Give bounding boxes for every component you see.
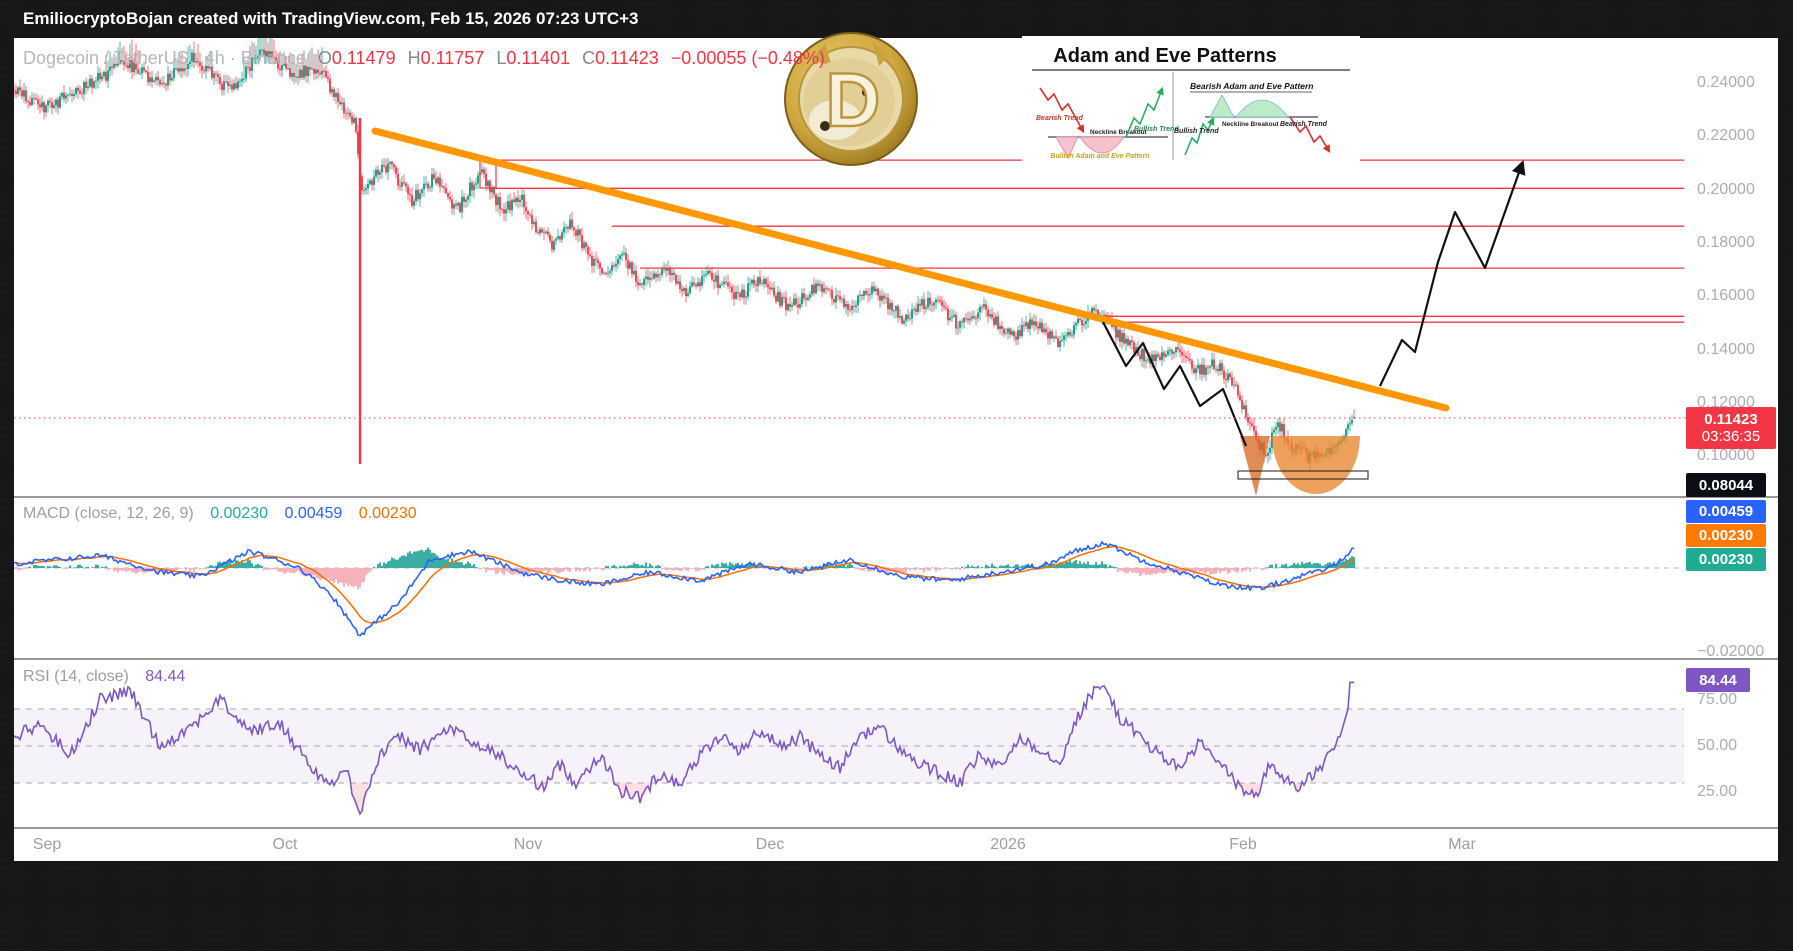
low-label: L	[496, 48, 507, 68]
price-scale-label: 0.18000	[1697, 234, 1755, 251]
macd-title[interactable]: MACD (close, 12, 26, 9)	[23, 505, 194, 522]
inset-bullish-trend-line-2	[1184, 116, 1215, 156]
inset-adam-top	[1209, 94, 1235, 118]
chart-drawings[interactable]	[14, 127, 1686, 496]
main-plot[interactable]	[14, 38, 1778, 861]
rsi-band	[14, 708, 1684, 784]
eve-bottom-highlight	[1272, 436, 1360, 494]
price-scale-label: 0.12000	[1697, 394, 1755, 411]
macd-hist-label: 0.00230	[1686, 548, 1766, 571]
doge-eye	[862, 87, 872, 97]
time-axis-label: Mar	[1448, 836, 1476, 853]
rsi-series	[14, 681, 1354, 816]
time-axis-label: Oct	[272, 836, 298, 853]
rsi-value-label: 84.44	[1686, 668, 1750, 692]
change-value: −0.00055 (−0.48%)	[670, 48, 825, 68]
doge-letter: D	[826, 58, 881, 143]
candlestick-series	[14, 38, 1355, 471]
projected-rally-arrow	[1379, 159, 1526, 387]
price-scale-label: 0.22000	[1697, 127, 1755, 144]
time-axis-label: Dec	[755, 836, 785, 853]
macd-signal-label: 0.00230	[1686, 524, 1766, 547]
rsi-title[interactable]: RSI (14, close)	[23, 668, 129, 685]
inset-adam-bottom	[1055, 136, 1079, 159]
inset-bearish-trend-line	[1039, 87, 1085, 134]
doge-ear-left	[811, 44, 832, 66]
low-price-label: 0.08044	[1686, 473, 1766, 497]
footer-bar: TradingView	[0, 861, 1793, 951]
symbol-title[interactable]: Dogecoin / TetherUS · 4h · Binance	[23, 48, 306, 68]
macd-signal-value: 0.00230	[358, 505, 417, 522]
inset-eve-bottom	[1079, 136, 1125, 154]
breakdown-zigzag	[1102, 321, 1248, 447]
adam-bottom-highlight	[1240, 436, 1270, 496]
crash-candle	[358, 118, 362, 464]
close-value: 0.11423	[595, 48, 659, 68]
time-axis-label: Sep	[32, 836, 62, 853]
doge-ear-right	[873, 42, 889, 66]
inset-label-bullish-trend: Bullish Trend	[1134, 126, 1179, 133]
neckline-box	[1237, 470, 1369, 480]
rsi-title-row: RSI (14, close) 84.44	[23, 668, 185, 686]
adam-eve-inset-image: Adam and Eve Patterns Bearish Trend Neck…	[1022, 36, 1360, 162]
top-attribution-bar: EmiliocryptoBojan created with TradingVi…	[0, 0, 1793, 38]
high-label: H	[407, 48, 421, 68]
macd-hist-value: 0.00230	[210, 505, 269, 522]
open-label: O	[317, 48, 332, 68]
price-scale-label: 0.24000	[1697, 74, 1755, 91]
macd-title-row: MACD (close, 12, 26, 9) 0.00230 0.00459 …	[23, 505, 417, 523]
dogecoin-logo: D	[784, 32, 918, 166]
macd-line-label: 0.00459	[1686, 500, 1766, 523]
time-axis-label: Feb	[1229, 836, 1257, 853]
inset-label-neckline-right: Neckline Breakout	[1222, 121, 1280, 128]
price-scale-label: 0.14000	[1697, 341, 1755, 358]
descending-trendline	[371, 127, 1450, 412]
inset-eve-top	[1235, 99, 1289, 118]
time-axis-label: Nov	[513, 836, 543, 853]
chart-background	[14, 38, 1778, 861]
last-price-label: 0.11423 03:36:35	[1686, 407, 1776, 449]
inset-bearish-trend-line-2	[1289, 116, 1331, 154]
inset-bullish-trend-line	[1125, 86, 1164, 138]
macd-line-value: 0.00459	[284, 505, 343, 522]
rsi-value: 84.44	[145, 668, 186, 685]
low-value: 0.11401	[506, 48, 571, 68]
inset-caption-bearish: Bearish Adam and Eve Pattern	[1190, 81, 1313, 91]
price-scale-label: 0.10000	[1697, 447, 1755, 464]
price-scale-label: 25.00	[1697, 783, 1738, 800]
attribution-text: EmiliocryptoBojan created with TradingVi…	[23, 9, 639, 28]
inset-label-bearish-trend: Bearish Trend	[1036, 115, 1084, 122]
time-axis-label: 2026	[990, 836, 1026, 853]
panel-separators	[14, 496, 1778, 829]
price-scale-label: −0.02000	[1697, 643, 1765, 660]
price-scale-label: 0.16000	[1697, 287, 1755, 304]
open-value: 0.11479	[331, 48, 396, 68]
inset-label-bullish-trend-2: Bullish Trend	[1174, 128, 1219, 135]
macd-series	[14, 540, 1684, 637]
inset-caption-bullish: Bullish Adam and Eve Pattern	[1050, 153, 1149, 160]
price-scale-label: 75.00	[1697, 691, 1738, 708]
high-value: 0.11757	[420, 48, 485, 68]
symbol-header: Dogecoin / TetherUS · 4h · Binance O0.114…	[23, 48, 825, 70]
price-scale-label: 0.20000	[1697, 181, 1755, 198]
inset-title: Adam and Eve Patterns	[1053, 45, 1276, 67]
price-scale-label: 50.00	[1697, 737, 1738, 754]
inset-label-neckline-left: Neckline Breakout	[1090, 129, 1148, 136]
close-label: C	[582, 48, 596, 68]
doge-nose	[820, 121, 830, 131]
inset-label-bearish-trend-2: Bearish Trend	[1280, 121, 1328, 128]
